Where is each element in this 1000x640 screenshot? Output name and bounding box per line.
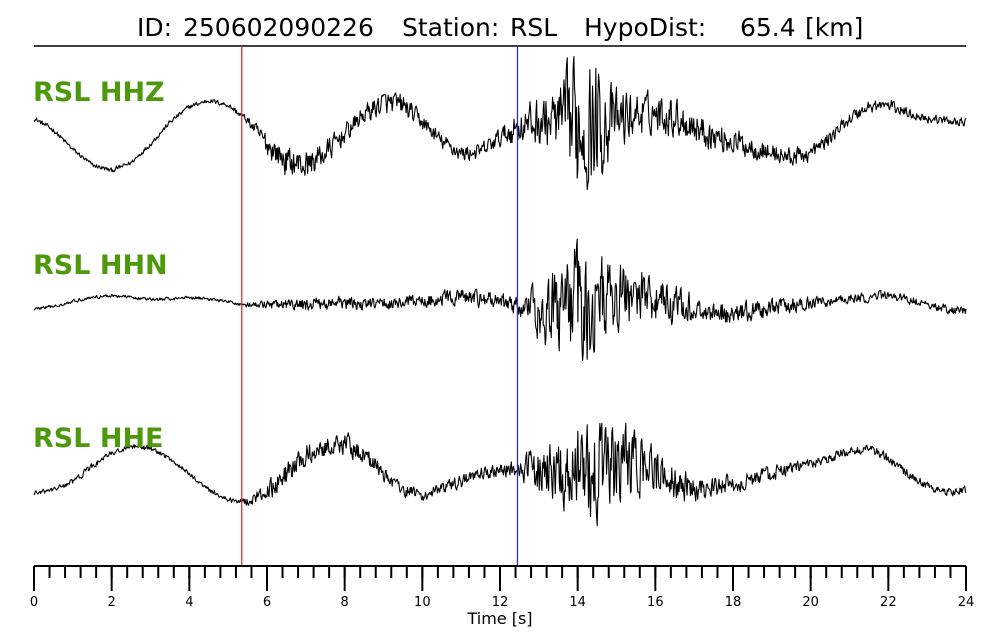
major-ticks xyxy=(33,566,967,591)
tick-label: 10 xyxy=(414,595,431,610)
tick-labels: 0 2 4 6 8 10 12 14 16 18 20 22 24 xyxy=(30,595,974,610)
event-id-label: ID: xyxy=(137,13,172,42)
tick-label: 16 xyxy=(647,595,664,610)
trace-hhe xyxy=(33,422,967,527)
channel-label-hhz: RSL HHZ xyxy=(33,77,165,108)
tick-label: 22 xyxy=(880,595,897,610)
channel-label-hhn: RSL HHN xyxy=(33,250,168,281)
tick-label: 6 xyxy=(263,595,271,610)
tick-label: 24 xyxy=(958,595,975,610)
chart-title: ID: 250602090226 Station: RSL HypoDist: … xyxy=(137,13,863,42)
tick-label: 14 xyxy=(569,595,586,610)
tick-label: 12 xyxy=(492,595,509,610)
event-id-value: 250602090226 xyxy=(183,13,374,42)
hypodist-value: 65.4 xyxy=(740,13,796,42)
channel-label-hhe: RSL HHE xyxy=(33,423,163,454)
hypodist-label: HypoDist: xyxy=(584,13,706,42)
station-label: Station: xyxy=(402,13,499,42)
traces-layer xyxy=(33,55,967,527)
tick-label: 0 xyxy=(30,595,38,610)
minor-ticks xyxy=(33,566,967,578)
x-axis-label: Time [s] xyxy=(466,609,532,628)
tick-label: 18 xyxy=(725,595,742,610)
trace-hhz xyxy=(33,55,967,191)
tick-label: 2 xyxy=(108,595,116,610)
trace-hhn xyxy=(33,238,967,362)
tick-label: 8 xyxy=(341,595,349,610)
tick-label: 20 xyxy=(802,595,819,610)
station-value: RSL xyxy=(510,13,557,42)
time-axis: 0 2 4 6 8 10 12 14 16 18 20 22 24 Time [s] xyxy=(30,565,974,628)
tick-label: 4 xyxy=(185,595,193,610)
hypodist-unit: [km] xyxy=(805,13,863,42)
